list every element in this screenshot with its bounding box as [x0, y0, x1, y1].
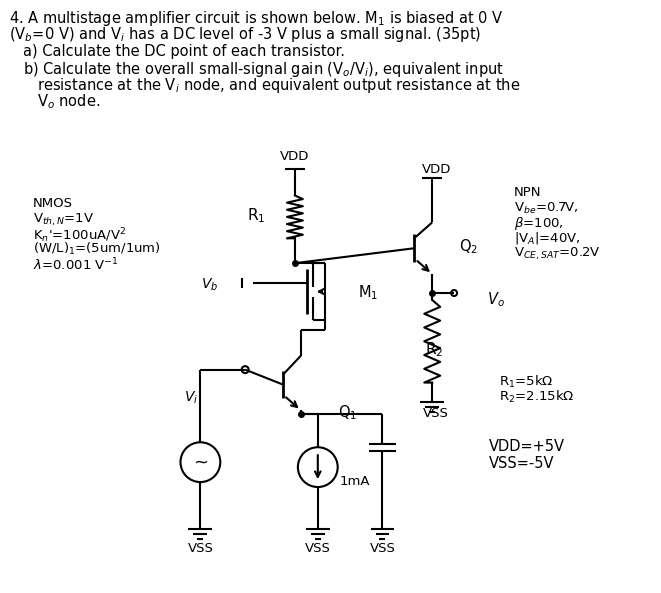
Text: a) Calculate the DC point of each transistor.: a) Calculate the DC point of each transi… — [23, 44, 345, 59]
Text: VSS=-5V: VSS=-5V — [489, 456, 555, 471]
Text: VSS: VSS — [369, 542, 395, 555]
Text: ~: ~ — [193, 453, 208, 471]
Text: R$_1$=5k$\Omega$: R$_1$=5k$\Omega$ — [499, 374, 553, 390]
Text: VSS: VSS — [305, 542, 330, 555]
Text: R$_1$: R$_1$ — [247, 206, 265, 225]
Text: R$_2$=2.15k$\Omega$: R$_2$=2.15k$\Omega$ — [499, 388, 574, 404]
Text: VDD: VDD — [280, 149, 309, 162]
Text: $V_b$: $V_b$ — [201, 277, 218, 294]
Text: 1mA: 1mA — [340, 474, 370, 487]
Text: (W/L)$_1$=(5um/1um): (W/L)$_1$=(5um/1um) — [33, 241, 161, 257]
Text: |V$_A$|=40V,: |V$_A$|=40V, — [514, 230, 580, 246]
Text: Q$_2$: Q$_2$ — [459, 237, 478, 256]
Text: NMOS: NMOS — [33, 196, 73, 209]
Text: VSS: VSS — [423, 407, 449, 420]
Text: 4. A multistage amplifier circuit is shown below. M$_1$ is biased at 0 V: 4. A multistage amplifier circuit is sho… — [9, 9, 504, 28]
Text: V$_{CE,SAT}$=0.2V: V$_{CE,SAT}$=0.2V — [514, 246, 601, 262]
Text: $V_i$: $V_i$ — [184, 389, 198, 406]
Text: VDD=+5V: VDD=+5V — [489, 439, 565, 454]
Text: V$_{be}$=0.7V,: V$_{be}$=0.7V, — [514, 200, 578, 216]
Text: VDD: VDD — [422, 162, 451, 176]
Text: $V_o$: $V_o$ — [487, 291, 505, 310]
Text: b) Calculate the overall small-signal gain (V$_o$/V$_i$), equivalent input: b) Calculate the overall small-signal ga… — [23, 60, 504, 79]
Text: Q$_1$: Q$_1$ — [338, 403, 357, 422]
Text: VSS: VSS — [188, 542, 214, 555]
Text: K$_n$'=100uA/V$^2$: K$_n$'=100uA/V$^2$ — [33, 227, 126, 245]
Text: resistance at the V$_i$ node, and equivalent output resistance at the: resistance at the V$_i$ node, and equiva… — [37, 76, 521, 95]
Text: (V$_b$=0 V) and V$_i$ has a DC level of -3 V plus a small signal. (35pt): (V$_b$=0 V) and V$_i$ has a DC level of … — [9, 25, 482, 44]
Text: NPN: NPN — [514, 186, 541, 199]
Text: $\lambda$=0.001 V$^{-1}$: $\lambda$=0.001 V$^{-1}$ — [33, 256, 119, 273]
Text: M$_1$: M$_1$ — [358, 283, 378, 302]
Text: $\beta$=100,: $\beta$=100, — [514, 215, 564, 232]
Text: V$_o$ node.: V$_o$ node. — [37, 92, 100, 111]
Text: V$_{th,N}$=1V: V$_{th,N}$=1V — [33, 212, 95, 228]
Text: R$_2$: R$_2$ — [425, 340, 443, 359]
